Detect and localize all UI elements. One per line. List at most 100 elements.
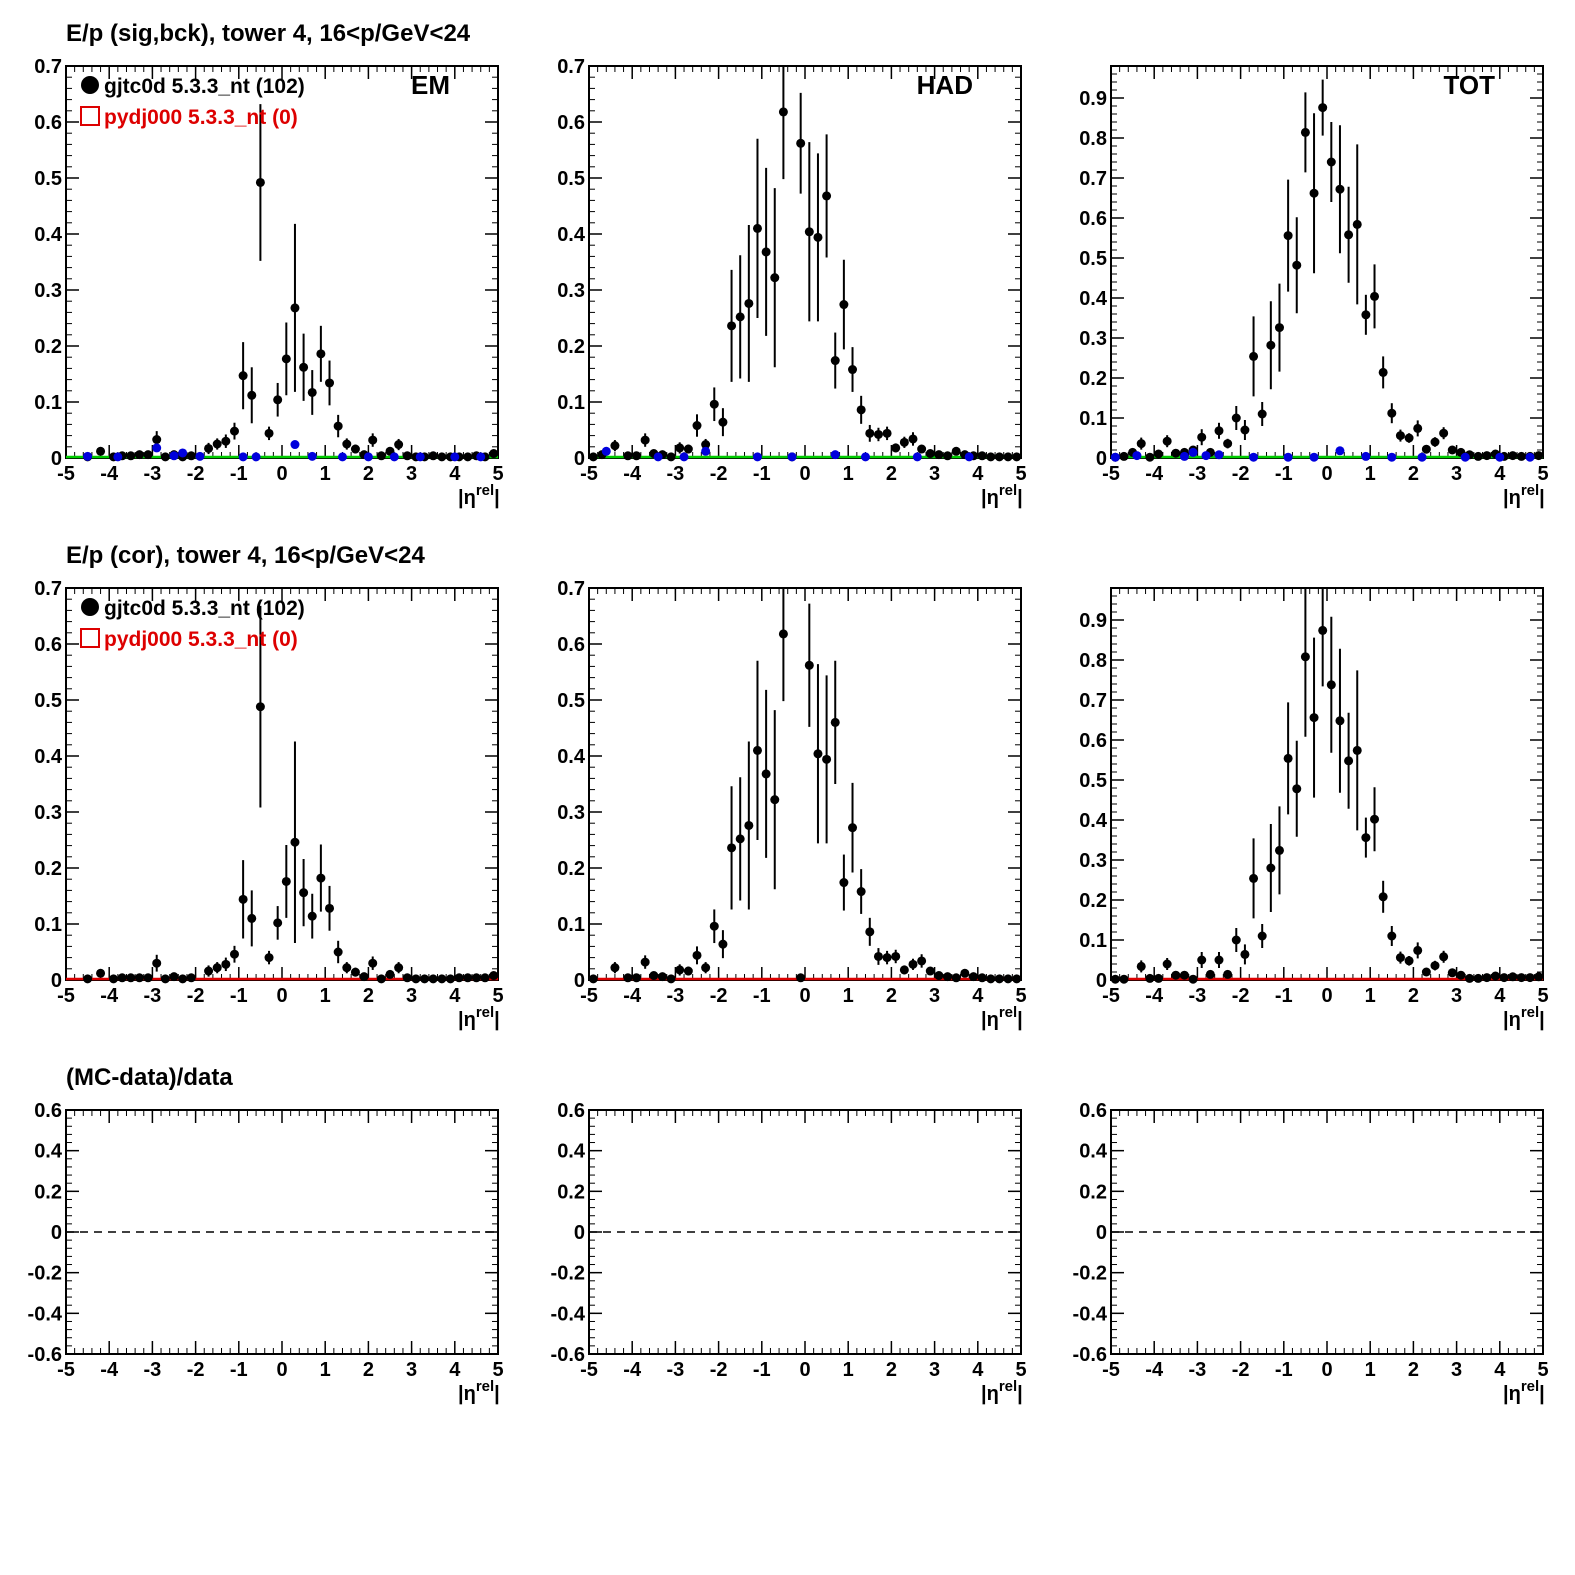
background-point (307, 451, 317, 461)
data-point (1344, 230, 1354, 240)
data-point (994, 452, 1004, 462)
x-axis-label: |ηrel| (981, 482, 1023, 509)
x-tick-label: 4 (972, 1359, 984, 1381)
data-point (204, 966, 214, 976)
y-tick-label: 0.2 (34, 1181, 62, 1203)
data-point (1197, 955, 1207, 965)
data-point (299, 362, 309, 372)
data-point (1395, 431, 1405, 441)
data-point (1447, 445, 1457, 455)
x-tick-label: 5 (1537, 1359, 1548, 1381)
data-point (333, 947, 343, 957)
data-point (281, 876, 291, 886)
x-tick-label: 4 (1494, 985, 1506, 1007)
data-point (307, 911, 317, 921)
data-point (247, 913, 257, 923)
data-point (1318, 625, 1328, 635)
y-tick-label: 0.9 (1079, 88, 1107, 110)
data-point (709, 399, 719, 409)
y-tick-label: 0.4 (557, 224, 586, 246)
data-point (1482, 451, 1492, 461)
background-point (830, 450, 840, 460)
background-point (1417, 452, 1427, 462)
data-point (623, 973, 633, 983)
data-point (977, 451, 987, 461)
data-point (117, 973, 127, 983)
data-point (882, 953, 892, 963)
x-tick-label: -4 (1145, 985, 1164, 1007)
data-point (437, 452, 447, 462)
data-point (865, 428, 875, 438)
data-point (943, 451, 953, 461)
data-point (692, 421, 702, 431)
data-point (350, 444, 360, 454)
data-point (1326, 157, 1336, 167)
data-point (411, 974, 421, 984)
data-point (290, 303, 300, 313)
y-tick-label: 0.5 (1079, 770, 1107, 792)
data-point (968, 972, 978, 982)
y-tick-label: -0.2 (1073, 1263, 1107, 1285)
x-tick-label: -4 (623, 463, 642, 485)
data-point (350, 967, 360, 977)
x-tick-label: -2 (1232, 1359, 1250, 1381)
background-point (476, 452, 486, 462)
data-point (610, 441, 620, 451)
y-tick-label: 0.6 (557, 112, 585, 134)
x-axis-label: |ηrel| (458, 482, 500, 509)
y-tick-label: 0.5 (557, 168, 585, 190)
data-point (126, 973, 136, 983)
data-point (489, 449, 499, 459)
data-point (160, 452, 170, 462)
x-tick-label: -1 (1275, 985, 1293, 1007)
background-point (653, 452, 663, 462)
data-point (1352, 219, 1362, 229)
data-point (761, 247, 771, 257)
data-point (778, 107, 788, 117)
data-point (1439, 952, 1449, 962)
data-point (657, 972, 667, 982)
data-point (856, 887, 866, 897)
x-tick-label: -5 (57, 463, 75, 485)
data-point (1300, 652, 1310, 662)
background-point (337, 452, 347, 462)
panel-r2-c1: -5 -4 -3 -2 -1 0 1 2 3 4 5 -0.6 -0.4 -0.2 0 0.2 0.4 0.6 |η… (551, 1100, 1027, 1405)
data-point (1516, 973, 1526, 983)
data-point (342, 439, 352, 449)
data-point (588, 452, 598, 462)
data-point (610, 963, 620, 973)
y-tick-label: 0.3 (557, 280, 585, 302)
data-point (290, 837, 300, 847)
background-point (1132, 451, 1142, 461)
x-tick-label: -2 (1232, 985, 1250, 1007)
x-tick-label: 0 (799, 463, 810, 485)
y-tick-label: 0.5 (557, 690, 585, 712)
data-point (1404, 956, 1414, 966)
data-point (1413, 423, 1423, 433)
x-tick-label: 1 (320, 463, 331, 485)
y-tick-label: 0.4 (1079, 1141, 1108, 1163)
data-point (1344, 756, 1354, 766)
x-tick-label: 5 (1015, 985, 1026, 1007)
data-point (1352, 745, 1362, 755)
x-tick-label: -1 (753, 463, 771, 485)
x-tick-label: 3 (1451, 985, 1462, 1007)
y-tick-label: 0.3 (1079, 328, 1107, 350)
data-point (796, 138, 806, 148)
data-point (1162, 959, 1172, 969)
data-point (804, 227, 814, 237)
x-tick-label: -1 (1275, 1359, 1293, 1381)
x-tick-label: 3 (929, 985, 940, 1007)
data-point (752, 745, 762, 755)
data-point (1145, 973, 1155, 983)
data-point (1231, 413, 1241, 423)
data-point (1179, 970, 1189, 980)
data-point (899, 965, 909, 975)
data-point (632, 973, 642, 983)
data-point (152, 435, 162, 445)
data-point (1012, 452, 1022, 462)
data-point (934, 971, 944, 981)
background-point (195, 451, 205, 461)
data-point (1197, 432, 1207, 442)
x-tick-label: -2 (710, 1359, 728, 1381)
